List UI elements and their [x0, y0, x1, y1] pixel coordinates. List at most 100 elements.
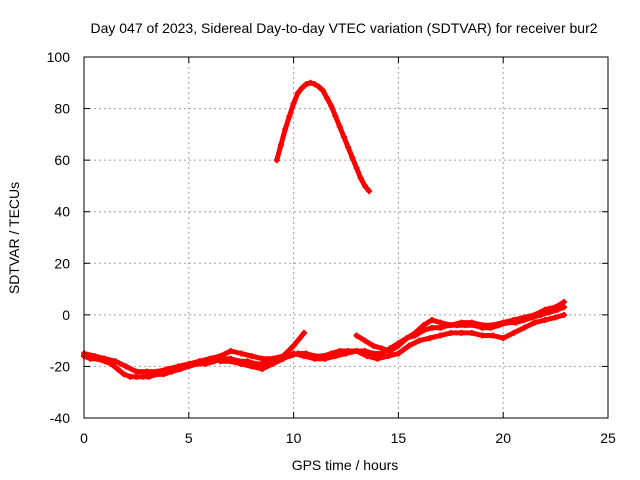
- data-point: [458, 329, 465, 336]
- y-tick-label: 100: [47, 49, 71, 65]
- data-point: [139, 373, 146, 380]
- data-point: [154, 368, 161, 375]
- data-point: [542, 317, 549, 324]
- data-point: [374, 355, 381, 362]
- data-point: [510, 317, 517, 324]
- data-point: [294, 90, 301, 97]
- data-point: [301, 353, 308, 360]
- data-point: [387, 347, 394, 354]
- data-point: [426, 335, 433, 342]
- data-point: [345, 144, 352, 151]
- data-point: [384, 353, 391, 360]
- series-layer: [81, 79, 567, 380]
- data-point: [122, 363, 129, 370]
- data-point: [361, 337, 368, 344]
- data-point: [280, 355, 287, 362]
- x-tick-label: 0: [80, 430, 88, 446]
- data-point: [468, 329, 475, 336]
- data-point: [489, 322, 496, 329]
- data-point: [248, 353, 255, 360]
- data-point: [127, 373, 134, 380]
- data-point: [259, 355, 266, 362]
- data-point: [403, 335, 410, 342]
- data-point: [361, 182, 368, 189]
- data-point: [324, 95, 331, 102]
- data-point: [217, 353, 224, 360]
- data-point: [560, 311, 567, 318]
- data-point: [395, 342, 402, 349]
- data-point: [521, 314, 528, 321]
- data-point: [114, 366, 121, 373]
- data-point: [101, 355, 108, 362]
- data-point: [500, 319, 507, 326]
- data-point: [437, 324, 444, 331]
- data-point: [560, 298, 567, 305]
- data-point: [238, 360, 245, 367]
- data-point: [531, 311, 538, 318]
- x-tick-label: 20: [495, 430, 511, 446]
- plot-frame: [83, 56, 609, 419]
- x-axis-title: GPS time / hours: [292, 457, 399, 473]
- data-point: [311, 355, 318, 362]
- series-points-peak-arc: [273, 79, 373, 195]
- data-point: [290, 100, 297, 107]
- data-point: [336, 123, 343, 130]
- data-point: [248, 363, 255, 370]
- data-point: [227, 358, 234, 365]
- data-point: [164, 366, 171, 373]
- data-point: [531, 319, 538, 326]
- data-point: [143, 368, 150, 375]
- data-point: [468, 319, 475, 326]
- data-point: [217, 358, 224, 365]
- data-point: [278, 141, 285, 148]
- data-point: [322, 355, 329, 362]
- data-point: [479, 332, 486, 339]
- data-point: [366, 188, 373, 195]
- data-point: [269, 360, 276, 367]
- data-point: [145, 373, 152, 380]
- data-point: [353, 332, 360, 339]
- data-point: [428, 317, 435, 324]
- data-point: [112, 358, 119, 365]
- data-point: [521, 324, 528, 331]
- y-tick-label: -40: [50, 410, 70, 426]
- data-point: [303, 81, 310, 88]
- data-point: [420, 322, 427, 329]
- x-tick-label: 15: [391, 430, 407, 446]
- series-points-baseline-lower: [217, 311, 567, 373]
- y-tick-label: 40: [54, 204, 70, 220]
- data-point: [133, 368, 140, 375]
- series-points-evening-branch: [353, 298, 567, 354]
- data-point: [301, 329, 308, 336]
- data-point: [447, 322, 454, 329]
- data-point: [196, 358, 203, 365]
- data-point: [357, 175, 364, 182]
- grid: [84, 57, 608, 418]
- series-line-baseline-upper: [81, 330, 307, 375]
- data-point: [437, 332, 444, 339]
- data-point: [227, 347, 234, 354]
- y-tick-label: -20: [50, 358, 70, 374]
- data-point: [332, 113, 339, 120]
- data-point: [175, 363, 182, 370]
- x-tick-label: 10: [286, 430, 302, 446]
- data-point: [340, 133, 347, 140]
- data-point: [185, 360, 192, 367]
- series-line-baseline-lower: [217, 312, 567, 372]
- data-point: [307, 79, 314, 86]
- data-point: [560, 304, 567, 311]
- y-tick-label: 20: [54, 255, 70, 271]
- data-point: [552, 314, 559, 321]
- data-point: [290, 342, 297, 349]
- data-point: [437, 319, 444, 326]
- data-point: [311, 81, 318, 88]
- data-point: [120, 371, 127, 378]
- y-tick-label: 60: [54, 152, 70, 168]
- data-point: [332, 353, 339, 360]
- y-tick-label: 80: [54, 101, 70, 117]
- data-point: [395, 350, 402, 357]
- data-point: [500, 335, 507, 342]
- data-point: [273, 157, 280, 164]
- ticks: 0 5 10 15 20 25 -40 -20 0 20 40 60 80 100: [47, 49, 616, 446]
